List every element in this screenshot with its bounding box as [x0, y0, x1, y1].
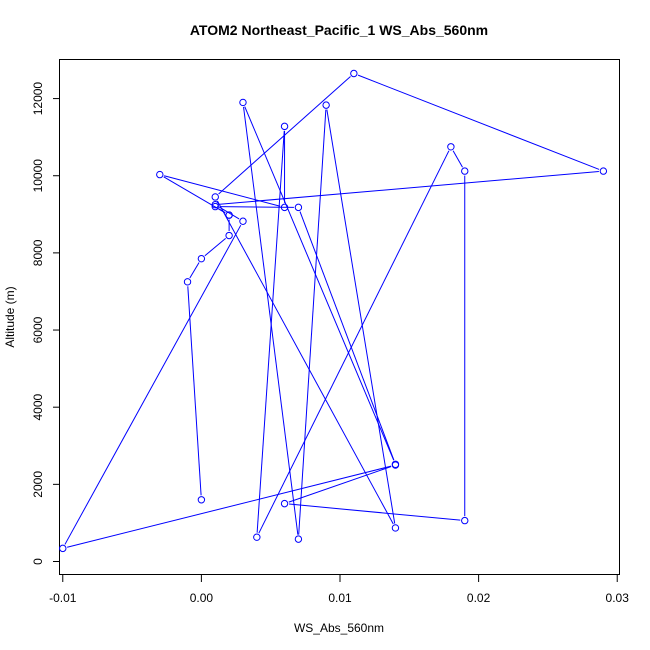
data-point: [294, 535, 303, 543]
data-point: [225, 211, 233, 219]
series-line-segment: [187, 286, 202, 496]
series-line-segment: [244, 106, 395, 461]
x-tick-label: 0.01: [328, 591, 352, 605]
x-tick-label: 0.03: [606, 591, 630, 605]
data-point: [391, 524, 400, 532]
series-line-segment: [298, 109, 327, 535]
data-point: [211, 200, 219, 209]
series-line-segment: [452, 150, 463, 168]
series-line-segment: [204, 238, 226, 257]
data-point: [599, 167, 608, 175]
series-line-segment: [218, 206, 240, 220]
series-line-segment: [326, 109, 396, 524]
series-line-segment: [219, 206, 294, 208]
chart-title: ATOM2 Northeast_Pacific_1 WS_Abs_560nm: [190, 22, 488, 38]
data-point: [280, 499, 289, 508]
series-line-segment: [299, 211, 395, 461]
data-point: [280, 203, 289, 212]
y-tick-label: 10000: [31, 159, 45, 193]
y-tick-label: 2000: [31, 471, 45, 498]
series-line-segment: [256, 130, 285, 533]
data-point: [59, 544, 67, 553]
data-point: [156, 170, 164, 179]
x-tick-label: 0.00: [190, 591, 214, 605]
y-axis-label: Altitude (m): [3, 286, 17, 347]
y-tick-label: 4000: [31, 394, 45, 421]
y-axis: 0 2000 4000 6000 8000 10000 12000: [31, 82, 60, 565]
data-point: [461, 167, 469, 175]
data-point: [211, 193, 219, 201]
y-tick-label: 8000: [31, 239, 45, 266]
data-point: [183, 278, 192, 286]
series-line-segment: [258, 150, 450, 534]
series-line-segment: [288, 503, 461, 521]
series-line-segment: [164, 175, 281, 207]
x-axis-label: WS_Abs_560nm: [294, 621, 384, 635]
y-tick-label: 0: [31, 558, 45, 565]
series-line-segment: [67, 465, 392, 548]
series-line-segment: [163, 176, 226, 214]
y-tick-label: 12000: [31, 82, 45, 116]
data-point: [239, 217, 247, 225]
data-point: [197, 254, 206, 263]
data-point: [447, 143, 455, 151]
data-point: [322, 101, 330, 109]
series-line-segment: [357, 74, 600, 170]
x-tick-label: -0.01: [49, 591, 77, 605]
data-point: [253, 533, 261, 541]
data-point: [211, 202, 219, 211]
series-line-segment: [288, 466, 392, 503]
data-point: [294, 203, 303, 212]
data-point: [461, 516, 469, 525]
series-line-segment: [64, 224, 242, 545]
data-series: [59, 69, 608, 553]
series-line-segment: [216, 200, 394, 525]
data-point: [350, 69, 358, 78]
series-line-segment: [219, 170, 599, 205]
series-line-segment: [189, 262, 200, 279]
x-tick-label: 0.02: [467, 591, 491, 605]
data-point: [391, 461, 400, 469]
data-point: [280, 122, 289, 131]
x-axis: -0.01 0.00 0.01 0.02 0.03: [49, 575, 629, 605]
data-point: [197, 496, 206, 504]
y-tick-label: 6000: [31, 316, 45, 343]
data-point: [225, 231, 233, 240]
plot-frame: [59, 59, 620, 575]
data-point: [239, 98, 247, 107]
series-line-segment: [243, 106, 299, 535]
